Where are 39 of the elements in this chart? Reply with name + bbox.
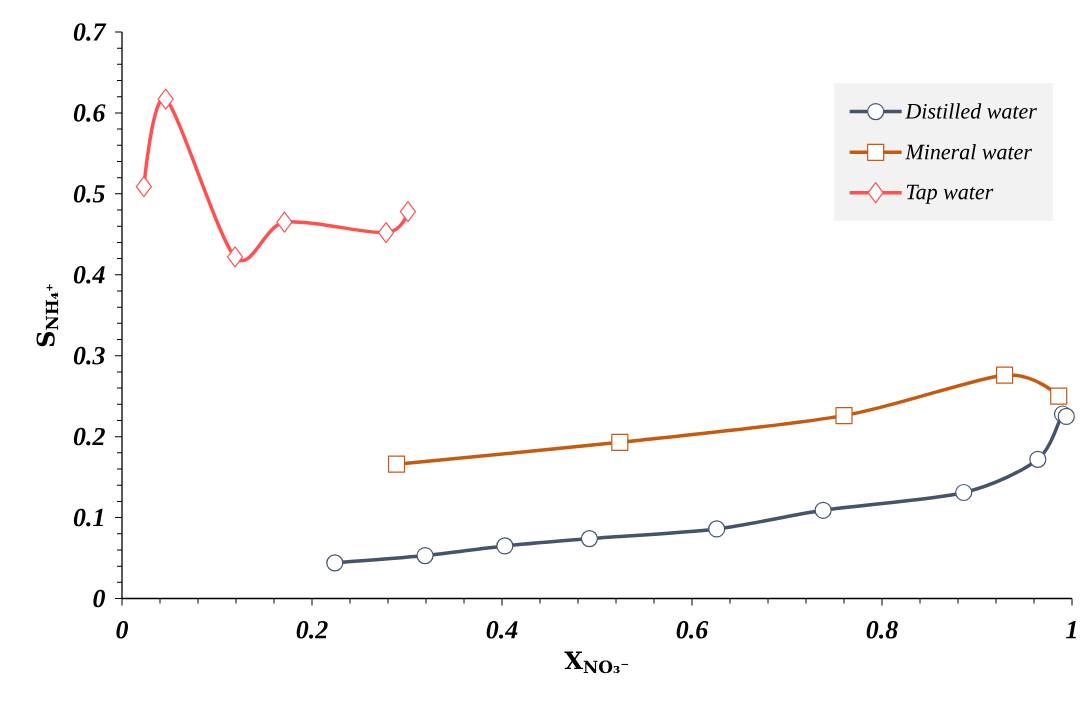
x-tick-label: 1 [1066, 621, 1076, 639]
y-tick-label: 0 [93, 589, 106, 608]
point [157, 88, 174, 110]
point [276, 211, 293, 233]
point [1029, 450, 1047, 468]
y-tick-label: 0.4 [73, 265, 105, 284]
point [387, 455, 406, 473]
point [226, 246, 244, 268]
point [1050, 387, 1068, 405]
point [995, 366, 1014, 384]
point [416, 547, 434, 565]
x-tick-label: 0.8 [866, 621, 898, 639]
y-tick-label: 0.3 [73, 346, 105, 365]
legend-label: Tap water [906, 184, 994, 204]
legend-label: Distilled water [905, 103, 1037, 119]
x-tick-label: 0.4 [486, 621, 518, 639]
point [955, 483, 973, 502]
x-tick-label: 0.2 [296, 621, 328, 639]
y-tick-label: 0.2 [73, 427, 105, 446]
x-tick-label: 0.6 [676, 621, 709, 639]
legend-label: Mineral water [905, 143, 1032, 160]
point [378, 222, 395, 244]
y-tick-label: 0.5 [73, 185, 105, 203]
point [835, 407, 853, 425]
point [399, 201, 417, 223]
point [496, 537, 514, 555]
point [326, 554, 344, 572]
point [135, 175, 152, 198]
point [814, 501, 832, 519]
x-axis-title: X$_{NO₃⁻}$ [564, 651, 629, 674]
point [580, 530, 599, 548]
point [1057, 407, 1075, 426]
y-tick-label: 0.6 [73, 104, 106, 122]
y-tick-label: 0.1 [73, 508, 103, 527]
y-axis-title: S$_{NH₄⁺}$ [36, 284, 59, 347]
point [611, 433, 629, 451]
point [708, 520, 726, 538]
y-tick-label: 0.7 [73, 23, 107, 41]
x-tick-label: 0 [116, 621, 129, 639]
